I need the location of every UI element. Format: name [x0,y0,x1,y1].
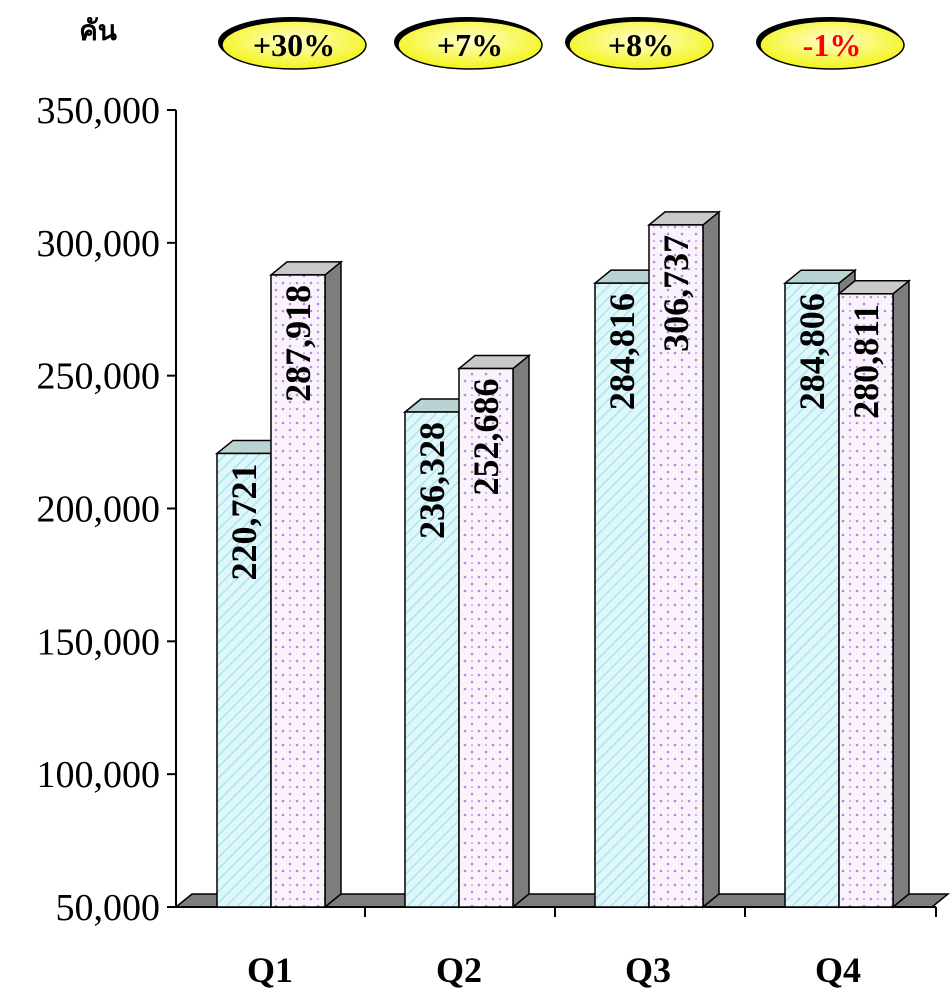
x-label-q3: Q3 [625,950,671,990]
bar-side [512,353,530,909]
x-label-q4: Q4 [815,950,861,990]
bar-side [324,260,342,909]
y-tick-label: 350,000 [37,90,161,132]
badge-ellipse [759,20,905,70]
bar-value-label: 284,806 [792,293,832,410]
bar-value-label: 280,811 [846,304,886,419]
bar-value-label: 287,918 [278,285,318,402]
growth-badge-label: -1% [803,27,862,63]
bar-value-label: 252,686 [466,379,506,496]
bar-front [594,282,650,908]
x-label-q2: Q2 [436,950,482,990]
bar-front [404,411,460,908]
bar-value-label: 284,816 [602,293,642,410]
growth-badge: +7% [394,17,543,70]
bar-series2-q2: 252,686 [456,353,532,909]
bars: 220,721 287,918 236,328 252,686 284,816 306,7… [214,210,912,909]
y-axis: 50,000 100,000 150,000 200,000 250,000 300,00… [37,90,937,929]
y-tick-label: 50,000 [56,887,161,929]
bar-side [702,210,720,909]
bar-value-label: 306,737 [656,235,696,352]
bar-front [458,367,514,908]
bar-front [270,274,326,908]
bar-series2-q4: 280,811 [836,279,912,909]
unit-label: คัน [79,16,117,47]
y-tick-label: 300,000 [37,223,161,265]
growth-badge: -1% [756,17,905,70]
y-tick-label: 250,000 [37,356,161,398]
growth-badge: +30% [218,17,367,70]
y-tick-label: 200,000 [37,489,161,531]
bar-front [838,293,894,908]
bar-side [892,279,910,909]
y-tick-label: 100,000 [37,754,161,796]
bar-value-label: 236,328 [412,422,452,539]
growth-badge-label: +8% [608,27,674,63]
y-tick-label: 150,000 [37,621,161,663]
x-label-q1: Q1 [247,950,293,990]
badge-ellipse [568,20,714,70]
x-axis-labels: Q1 Q2 Q3 Q4 [247,950,861,990]
growth-badge: +8% [565,17,714,70]
bar-series2-q1: 287,918 [268,260,344,909]
badge-ellipse [221,20,367,70]
bar-series2-q3: 306,737 [646,210,722,909]
growth-badge-label: +7% [437,27,503,63]
growth-badge-label: +30% [253,27,335,63]
badge-ellipse [397,20,543,70]
growth-badges: +30% +7% +8% -1% [218,17,905,70]
bar-series1-q2: 236,328 [402,397,478,909]
bar-value-label: 220,721 [224,463,264,580]
bar-front [648,224,704,908]
